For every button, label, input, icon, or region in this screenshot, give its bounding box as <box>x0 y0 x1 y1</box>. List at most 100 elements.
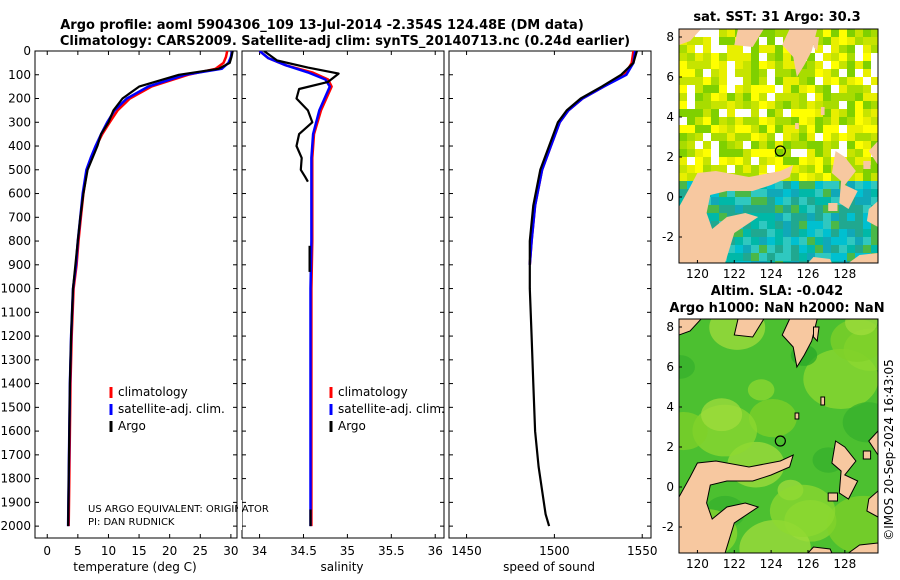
sst-cell <box>807 77 815 85</box>
sound-speed-xtick-label: 1450 <box>451 544 482 558</box>
sst-cell <box>759 141 767 149</box>
temperature-xtick-label: 0 <box>43 544 51 558</box>
land-polygon <box>808 257 832 263</box>
sst-cell <box>679 109 687 117</box>
sst-cell <box>775 61 783 69</box>
sst-cell <box>775 189 783 197</box>
sst-cell <box>751 93 759 101</box>
sla-map-ticks: 120 122 124 126 128 -2 0 2 4 6 8 <box>662 320 856 571</box>
sst-cell <box>863 133 871 141</box>
legend-label-argo: Argo <box>338 419 366 433</box>
sst-cell <box>791 229 799 237</box>
land-polygon <box>679 29 702 45</box>
sst-cell <box>855 245 863 253</box>
sst-cell <box>711 109 719 117</box>
sst-cell <box>703 77 711 85</box>
sst-cell <box>855 101 863 109</box>
sst-cell <box>783 141 791 149</box>
sst-cell <box>735 229 743 237</box>
sst-cell <box>687 141 695 149</box>
sst-cell <box>799 69 807 77</box>
sst-cell <box>815 229 823 237</box>
sst-cell <box>695 157 703 165</box>
sst-cell <box>695 109 703 117</box>
sst-cell <box>855 165 863 173</box>
sst-cell <box>783 229 791 237</box>
sst-cell <box>815 101 823 109</box>
sst-cell <box>807 69 815 77</box>
sst-cell <box>855 173 863 181</box>
sst-cell <box>863 245 871 253</box>
sst-cell <box>815 221 823 229</box>
sst-cell <box>839 133 847 141</box>
sst-cell <box>695 149 703 157</box>
sst-cell <box>775 125 783 133</box>
sst-cell <box>855 149 863 157</box>
legend-label-climatology: climatology <box>118 385 188 399</box>
sst-cell <box>823 173 831 181</box>
sst-cell <box>695 37 703 45</box>
salinity-xtick-label: 35 <box>340 544 355 558</box>
sst-cell <box>855 37 863 45</box>
sst-cell <box>759 45 767 53</box>
map-xtick-label: 128 <box>833 267 856 281</box>
sst-cell <box>855 205 863 213</box>
sst-cell <box>799 181 807 189</box>
sst-cell <box>735 85 743 93</box>
sst-cell <box>679 53 687 61</box>
salinity-xtick-label: 36 <box>428 544 443 558</box>
sst-cell <box>807 213 815 221</box>
sst-cell <box>751 85 759 93</box>
map-xtick-label: 128 <box>833 557 856 571</box>
sst-cell <box>791 69 799 77</box>
sst-cell <box>775 109 783 117</box>
sla-blob <box>769 484 836 537</box>
sst-cell <box>751 133 759 141</box>
sst-cell <box>759 213 767 221</box>
sst-cell <box>679 101 687 109</box>
sst-cell <box>847 85 855 93</box>
sst-cell <box>743 165 751 173</box>
sst-cell <box>847 157 855 165</box>
sst-cell <box>807 205 815 213</box>
sst-cell <box>871 125 878 133</box>
sst-cell <box>727 109 735 117</box>
sst-cell <box>863 45 871 53</box>
sst-cell <box>719 117 727 125</box>
sst-cell <box>751 61 759 69</box>
sst-cell <box>711 69 719 77</box>
sst-cell <box>847 149 855 157</box>
sst-cell <box>767 237 775 245</box>
sst-cell <box>727 253 735 261</box>
sst-cell <box>831 181 839 189</box>
sst-cell <box>743 125 751 133</box>
sst-cell <box>783 53 791 61</box>
sst-cell <box>855 85 863 93</box>
sst-cell <box>783 133 791 141</box>
sst-cell <box>719 37 727 45</box>
sst-cell <box>711 101 719 109</box>
sst-cell <box>687 109 695 117</box>
sst-cell <box>775 205 783 213</box>
sst-cell <box>799 189 807 197</box>
sst-cell <box>847 69 855 77</box>
sst-cell <box>751 101 759 109</box>
sst-cell <box>703 109 711 117</box>
sst-cell <box>735 93 743 101</box>
sst-cell <box>783 197 791 205</box>
sst-cell <box>783 125 791 133</box>
sst-cell <box>823 101 831 109</box>
sst-cell <box>831 93 839 101</box>
depth-tick-label: 600 <box>8 187 31 201</box>
sst-cell <box>823 221 831 229</box>
sst-cell <box>719 133 727 141</box>
sst-cell <box>823 29 831 37</box>
sst-cell <box>719 141 727 149</box>
sst-cell <box>783 85 791 93</box>
sst-cell <box>727 125 735 133</box>
sst-cell <box>703 85 711 93</box>
sst-cell <box>783 69 791 77</box>
sst-cell <box>815 85 823 93</box>
land-polygon <box>781 319 818 369</box>
sst-cell <box>823 133 831 141</box>
